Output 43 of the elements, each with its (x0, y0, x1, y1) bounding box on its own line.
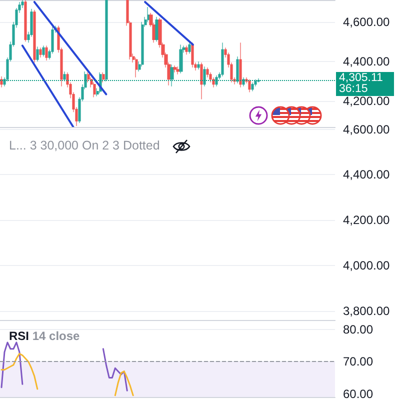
ref-line-label: 4,305.11 (339, 72, 384, 84)
y-tick-label: 4,600.00 (343, 122, 390, 136)
y-tick-label: 4,200.00 (343, 94, 390, 108)
candlestick (0, 76, 3, 88)
candlestick (170, 64, 174, 87)
candlestick (251, 82, 254, 92)
candlestick (105, 0, 108, 82)
candlestick (45, 45, 48, 61)
candlestick (236, 56, 239, 84)
candlestick (39, 47, 42, 58)
candlestick (173, 65, 177, 73)
text: L... 3 30,000 On 2 3 Dotted (9, 138, 160, 152)
candlestick (63, 71, 66, 82)
candlestick (197, 61, 200, 70)
candlestick (215, 75, 218, 87)
candlestick (221, 42, 224, 77)
y-tick-label: 4,200.00 (343, 213, 390, 228)
y-tick-label: 4,000.00 (343, 258, 390, 273)
candlestick (33, 10, 36, 63)
candlestick (200, 62, 203, 100)
candlestick (36, 46, 39, 62)
candlestick (102, 72, 105, 83)
y-tick-label: 3,800.00 (343, 304, 390, 318)
candlestick (176, 66, 180, 75)
candlestick (185, 45, 188, 55)
y-tick-label: 80.00 (343, 322, 374, 337)
candlestick (203, 66, 206, 87)
candlestick (24, 0, 27, 42)
y-tick-label: 70.00 (343, 354, 374, 369)
candlestick (179, 44, 183, 74)
candlestick (42, 45, 45, 57)
candlestick (135, 57, 138, 78)
y-tick-label: 60.00 (343, 386, 374, 400)
text: 36:15 (339, 83, 369, 96)
text: RSI 14 close (9, 329, 80, 343)
candlestick (242, 77, 245, 87)
candlestick (188, 42, 191, 54)
candlestick (191, 42, 194, 68)
y-tick-label: 4,400.00 (343, 168, 390, 182)
y-tick-label: 4,400.00 (343, 54, 390, 69)
candlestick (248, 79, 251, 93)
y-tick-label: 4,600.00 (343, 14, 390, 29)
candlestick (239, 42, 242, 88)
